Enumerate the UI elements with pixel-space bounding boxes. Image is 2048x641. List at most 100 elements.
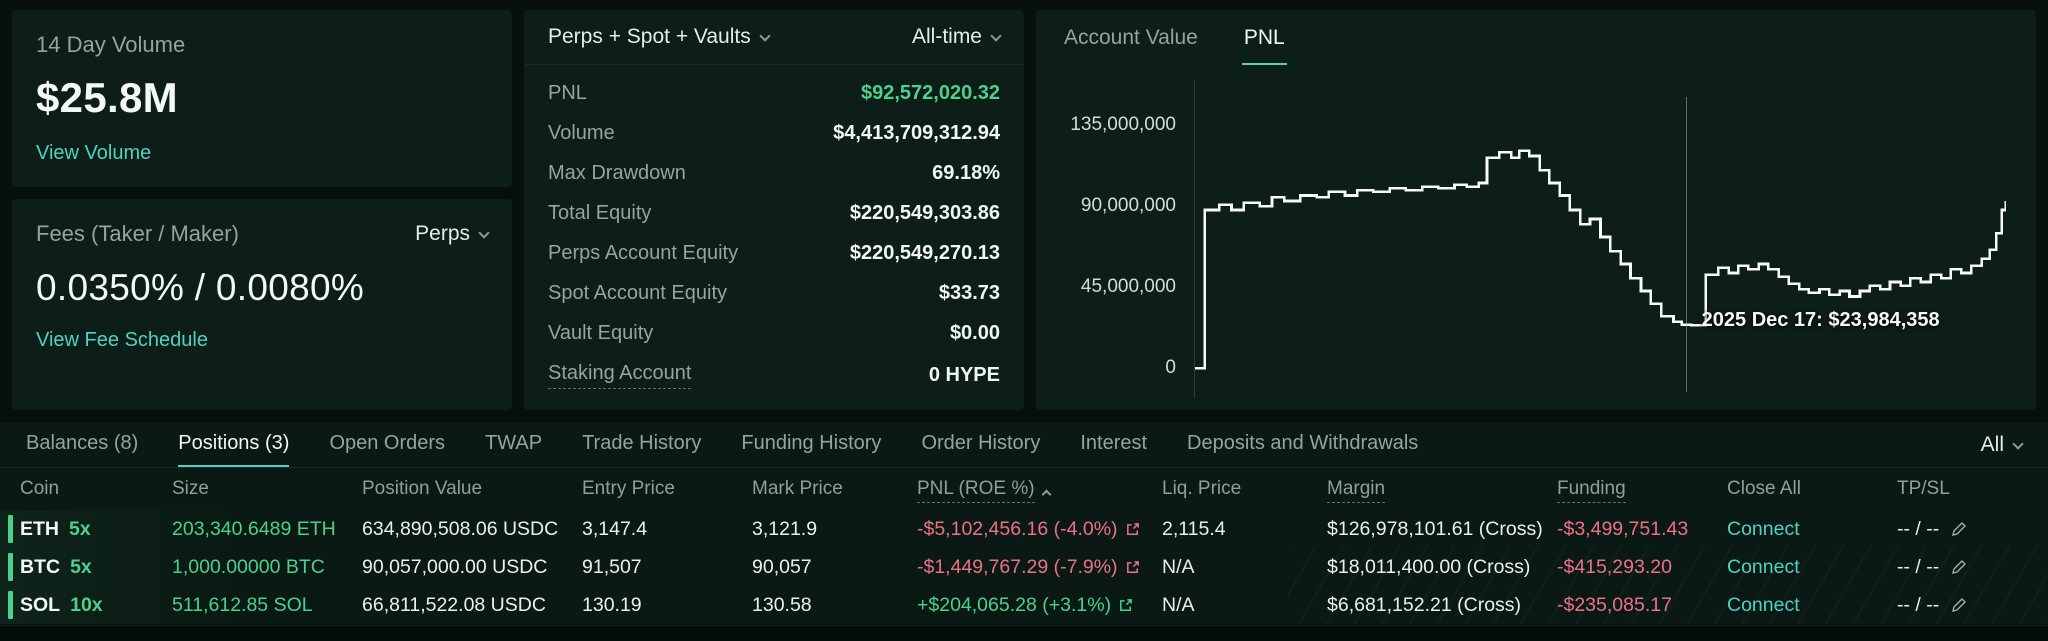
coin-symbol: BTC — [20, 555, 61, 578]
pnl-value: +$204,065.28 (+3.1%) — [917, 593, 1112, 616]
stat-row-total-equity: Total Equity $220,549,303.86 — [548, 202, 1000, 225]
stat-row-staking-account: Staking Account 0 HYPE — [548, 362, 1000, 390]
col-close-all[interactable]: Close All — [1727, 478, 1801, 499]
external-link-icon[interactable] — [1125, 560, 1140, 575]
col-mark-price[interactable]: Mark Price — [752, 478, 843, 499]
position-value-cell: 90,057,000.00 USDC — [362, 555, 548, 578]
stat-value: $220,549,270.13 — [849, 242, 1000, 265]
view-fee-schedule-link[interactable]: View Fee Schedule — [36, 329, 208, 351]
size-cell: 203,340.6489 ETH — [172, 517, 336, 540]
tab-trade-history[interactable]: Trade History — [582, 432, 702, 454]
stat-value: $33.73 — [938, 282, 1000, 305]
chart-panel: Account Value PNL 0 45,000,000 90,000,000 1… — [1036, 10, 2036, 410]
tab-twap[interactable]: TWAP — [485, 432, 543, 454]
mark-price-cell: 3,121.9 — [752, 517, 818, 540]
tpsl-cell: -- / -- — [1897, 518, 2022, 541]
chevron-down-icon — [2012, 437, 2024, 450]
tab-funding-history[interactable]: Funding History — [741, 432, 882, 454]
connect-button[interactable]: Connect — [1727, 593, 1800, 616]
liq-price-cell: N/A — [1162, 593, 1195, 616]
fees-card: Fees (Taker / Maker) Perps 0.0350% / 0.0… — [12, 199, 512, 410]
stat-row-pnl: PNL $92,572,020.32 — [548, 82, 1000, 105]
tpsl-value: -- / -- — [1897, 555, 1940, 578]
external-link-icon[interactable] — [1118, 598, 1133, 613]
pnl-value: -$1,449,767.29 (-7.9%) — [917, 555, 1118, 578]
stat-label: Volume — [548, 121, 615, 144]
volume-card: 14 Day Volume $25.8M View Volume — [12, 10, 512, 187]
fees-card-title: Fees (Taker / Maker) — [36, 221, 239, 246]
tab-order-history[interactable]: Order History — [921, 432, 1041, 454]
tpsl-cell: -- / -- — [1897, 594, 2022, 617]
position-row: SOL 10x 511,612.85 SOL 66,811,522.08 USDC 13… — [0, 586, 2048, 624]
position-value-cell: 66,811,522.08 USDC — [362, 593, 546, 616]
leverage-label: 5x — [69, 517, 91, 540]
funding-cell: -$415,293.20 — [1557, 555, 1672, 578]
coin-cell[interactable]: SOL 10x — [20, 594, 172, 617]
stat-value: $92,572,020.32 — [860, 81, 1000, 104]
coin-cell[interactable]: ETH 5x — [20, 518, 172, 541]
margin-cell: $6,681,152.21 (Cross) — [1327, 593, 1522, 616]
col-funding[interactable]: Funding — [1557, 478, 1727, 503]
funding-cell: -$3,499,751.43 — [1557, 517, 1689, 540]
margin-cell: $126,978,101.61 (Cross) — [1327, 517, 1543, 540]
tab-interest[interactable]: Interest — [1080, 432, 1148, 454]
y-tick-label: 45,000,000 — [1080, 276, 1176, 298]
tab-balances[interactable]: Balances (8) — [26, 432, 139, 454]
edit-tpsl-icon[interactable] — [1951, 518, 1967, 540]
connect-button[interactable]: Connect — [1727, 555, 1800, 578]
tpsl-cell: -- / -- — [1897, 556, 2022, 579]
stat-label: Vault Equity — [548, 322, 654, 345]
tab-account-value[interactable]: Account Value — [1064, 26, 1198, 49]
external-link-icon[interactable] — [1125, 522, 1140, 537]
liq-price-cell: N/A — [1162, 555, 1195, 578]
view-volume-link[interactable]: View Volume — [36, 142, 152, 164]
chart-body: 0 45,000,000 90,000,000 135,000,000 2025 De… — [1036, 65, 2036, 410]
entry-price-cell: 3,147.4 — [582, 517, 648, 540]
left-column: 14 Day Volume $25.8M View Volume Fees (T… — [12, 10, 512, 410]
chevron-down-icon — [990, 30, 1002, 42]
size-cell: 1,000.00000 BTC — [172, 555, 325, 578]
pnl-chart — [1195, 81, 2006, 398]
footer-strip — [0, 625, 2048, 641]
stat-row-spot-equity: Spot Account Equity $33.73 — [548, 282, 1000, 305]
account-stats-panel: Perps + Spot + Vaults All-time PNL $92,57… — [524, 10, 1024, 410]
col-liq-price[interactable]: Liq. Price — [1162, 478, 1242, 499]
col-pnl-label: PNL (ROE %) — [917, 478, 1035, 503]
col-tpsl[interactable]: TP/SL — [1897, 478, 1950, 499]
tpsl-value: -- / -- — [1897, 517, 1940, 540]
tab-deposits-withdrawals[interactable]: Deposits and Withdrawals — [1187, 432, 1419, 454]
chevron-down-icon — [478, 227, 490, 239]
position-value-cell: 634,890,508.06 USDC — [362, 517, 559, 540]
tab-open-orders[interactable]: Open Orders — [329, 432, 446, 454]
coin-symbol: SOL — [20, 593, 61, 616]
pnl-plot[interactable]: 2025 Dec 17: $23,984,358 — [1194, 81, 2006, 398]
range-dropdown[interactable]: All-time — [912, 25, 1002, 49]
edit-tpsl-icon[interactable] — [1951, 556, 1967, 578]
pnl-cell: +$204,065.28 (+3.1%) — [917, 594, 1162, 617]
filter-value: All — [1980, 432, 2004, 456]
col-entry-price[interactable]: Entry Price — [582, 478, 675, 499]
coin-cell[interactable]: BTC 5x — [20, 556, 172, 579]
pnl-line — [1195, 151, 2006, 369]
y-tick-label: 0 — [1165, 357, 1176, 379]
stats-header: Perps + Spot + Vaults All-time — [524, 10, 1024, 65]
pnl-cell: -$5,102,456.16 (-4.0%) — [917, 518, 1162, 541]
tab-pnl[interactable]: PNL — [1241, 10, 1287, 65]
position-row: BTC 5x 1,000.00000 BTC 90,057,000.00 USDC 91… — [0, 548, 2048, 586]
fees-market-dropdown[interactable]: Perps — [415, 222, 490, 246]
entry-price-cell: 91,507 — [582, 555, 642, 578]
filter-dropdown[interactable]: All — [1980, 432, 2024, 457]
col-pnl-roe[interactable]: PNL (ROE %) — [917, 478, 1162, 503]
connect-button[interactable]: Connect — [1727, 517, 1800, 540]
col-coin[interactable]: Coin — [20, 478, 60, 499]
col-size[interactable]: Size — [172, 478, 209, 499]
pnl-cell: -$1,449,767.29 (-7.9%) — [917, 556, 1162, 579]
edit-tpsl-icon[interactable] — [1951, 594, 1967, 616]
stat-value: 0 HYPE — [928, 364, 1000, 387]
tab-positions[interactable]: Positions (3) — [178, 422, 290, 467]
stat-label: Spot Account Equity — [548, 282, 728, 305]
col-position-value[interactable]: Position Value — [362, 478, 483, 499]
col-margin[interactable]: Margin — [1327, 478, 1557, 503]
scope-dropdown[interactable]: Perps + Spot + Vaults — [548, 25, 771, 49]
position-row: ETH 5x 203,340.6489 ETH 634,890,508.06 USDC… — [0, 510, 2048, 548]
